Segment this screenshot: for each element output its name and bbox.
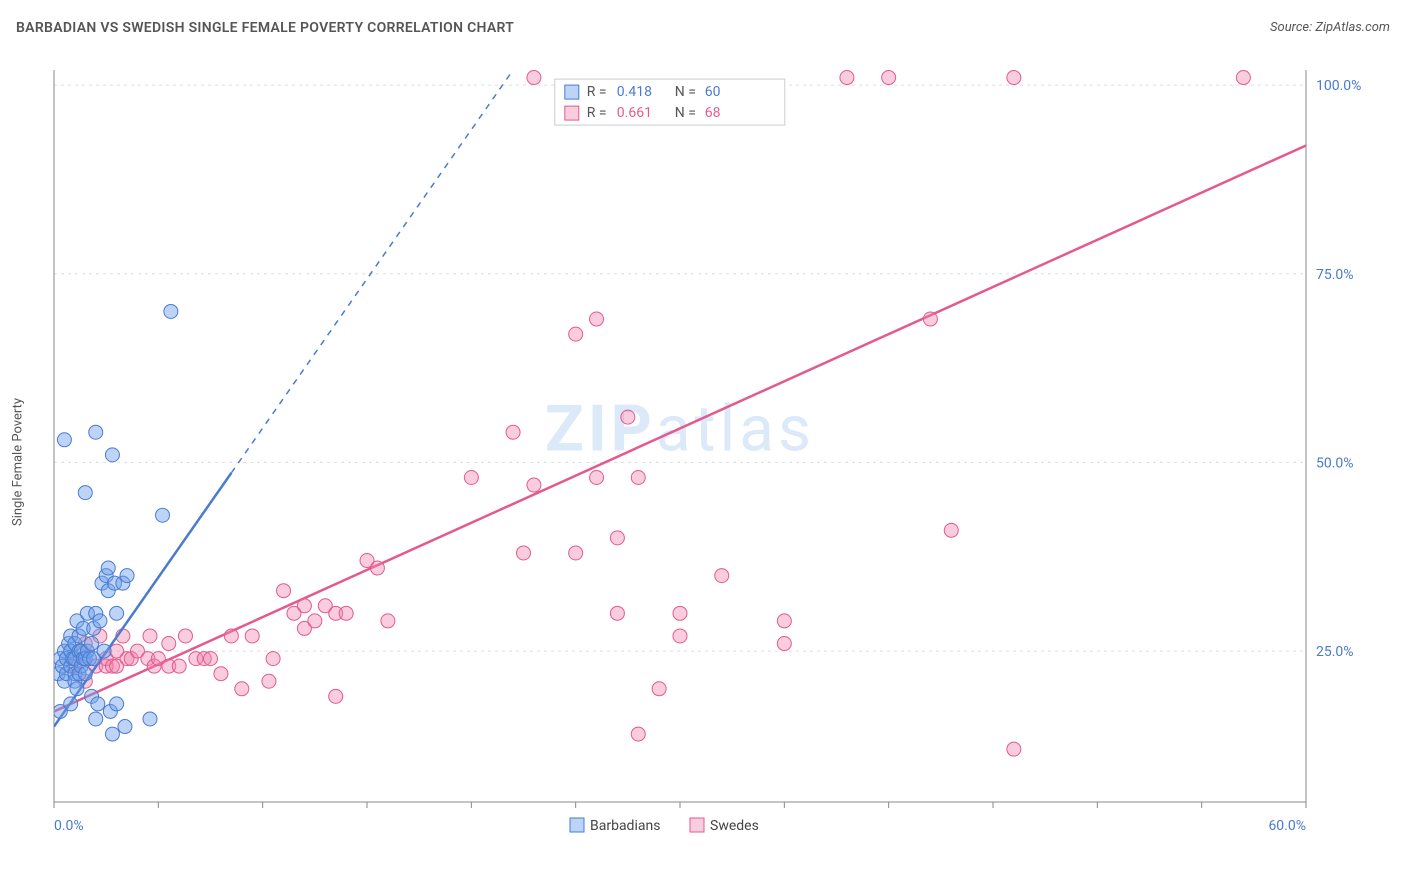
- data-point: [85, 637, 99, 651]
- x-tick-label: 60.0%: [1268, 818, 1306, 834]
- data-point: [143, 629, 157, 643]
- data-point: [224, 629, 238, 643]
- data-point: [610, 531, 624, 545]
- data-point: [110, 606, 124, 620]
- data-point: [1007, 742, 1021, 756]
- data-point: [673, 629, 687, 643]
- data-point: [172, 659, 186, 673]
- legend-r-label: R =: [587, 105, 607, 121]
- y-tick-label: 75.0%: [1316, 267, 1354, 283]
- data-point: [110, 697, 124, 711]
- data-point: [105, 448, 119, 462]
- data-point: [235, 682, 249, 696]
- data-point: [89, 425, 103, 439]
- data-point: [91, 697, 105, 711]
- x-tick-label: 0.0%: [54, 818, 84, 834]
- data-point: [569, 546, 583, 560]
- legend-n-label: N =: [675, 105, 696, 121]
- data-point: [464, 471, 478, 485]
- legend-r-value: 0.418: [617, 84, 652, 100]
- legend-swatch-barbadians: [570, 818, 584, 832]
- data-point: [214, 667, 228, 681]
- data-point: [590, 471, 604, 485]
- data-point: [777, 614, 791, 628]
- data-point: [245, 629, 259, 643]
- legend-n-label: N =: [675, 84, 696, 100]
- y-tick-label: 100.0%: [1316, 78, 1361, 94]
- data-point: [673, 606, 687, 620]
- source-label: Source: ZipAtlas.com: [1270, 20, 1390, 35]
- data-point: [70, 682, 84, 696]
- data-point: [329, 689, 343, 703]
- data-point: [370, 561, 384, 575]
- data-point: [162, 637, 176, 651]
- legend-n-value: 68: [705, 105, 721, 121]
- data-point: [266, 652, 280, 666]
- y-axis-label: Single Female Poverty: [11, 398, 26, 526]
- data-point: [339, 606, 353, 620]
- trend-line: [54, 145, 1306, 711]
- data-point: [569, 327, 583, 341]
- legend-swatch-barbadians: [565, 85, 579, 99]
- data-point: [57, 433, 71, 447]
- data-point: [101, 561, 115, 575]
- data-point: [143, 712, 157, 726]
- legend-label-swedes: Swedes: [710, 818, 759, 834]
- data-point: [882, 71, 896, 85]
- legend-n-value: 60: [705, 84, 721, 100]
- data-point: [262, 674, 276, 688]
- data-point: [610, 606, 624, 620]
- data-point: [777, 637, 791, 651]
- data-point: [156, 508, 170, 522]
- data-point: [381, 614, 395, 628]
- data-point: [277, 584, 291, 598]
- data-point: [631, 471, 645, 485]
- data-point: [78, 667, 92, 681]
- data-point: [923, 312, 937, 326]
- data-point: [590, 312, 604, 326]
- data-point: [506, 425, 520, 439]
- data-point: [78, 486, 92, 500]
- data-point: [204, 652, 218, 666]
- chart-area: Single Female Poverty 25.0%50.0%75.0%100…: [26, 62, 1386, 862]
- data-point: [118, 720, 132, 734]
- data-point: [93, 614, 107, 628]
- data-point: [164, 304, 178, 318]
- chart-title: BARBADIAN VS SWEDISH SINGLE FEMALE POVER…: [16, 20, 514, 36]
- scatter-chart: 25.0%50.0%75.0%100.0%0.0%60.0%ZIPatlasR …: [26, 62, 1386, 862]
- data-point: [64, 697, 78, 711]
- data-point: [631, 727, 645, 741]
- data-point: [517, 546, 531, 560]
- data-point: [297, 599, 311, 613]
- data-point: [308, 614, 322, 628]
- data-point: [97, 644, 111, 658]
- data-point: [105, 727, 119, 741]
- data-point: [1236, 71, 1250, 85]
- legend-r-label: R =: [587, 84, 607, 100]
- trend-line-dashed: [231, 70, 513, 473]
- data-point: [120, 569, 134, 583]
- data-point: [1007, 71, 1021, 85]
- data-point: [527, 71, 541, 85]
- legend-swatch-swedes: [565, 106, 579, 120]
- legend-swatch-swedes: [690, 818, 704, 832]
- data-point: [89, 712, 103, 726]
- chart-container: BARBADIAN VS SWEDISH SINGLE FEMALE POVER…: [0, 0, 1406, 892]
- data-point: [840, 71, 854, 85]
- y-tick-label: 50.0%: [1316, 455, 1354, 471]
- data-point: [527, 478, 541, 492]
- legend-r-value: 0.661: [617, 105, 652, 121]
- legend-label-barbadians: Barbadians: [590, 818, 660, 834]
- data-point: [621, 410, 635, 424]
- y-tick-label: 25.0%: [1316, 644, 1354, 660]
- data-point: [944, 523, 958, 537]
- data-point: [715, 569, 729, 583]
- data-point: [652, 682, 666, 696]
- data-point: [178, 629, 192, 643]
